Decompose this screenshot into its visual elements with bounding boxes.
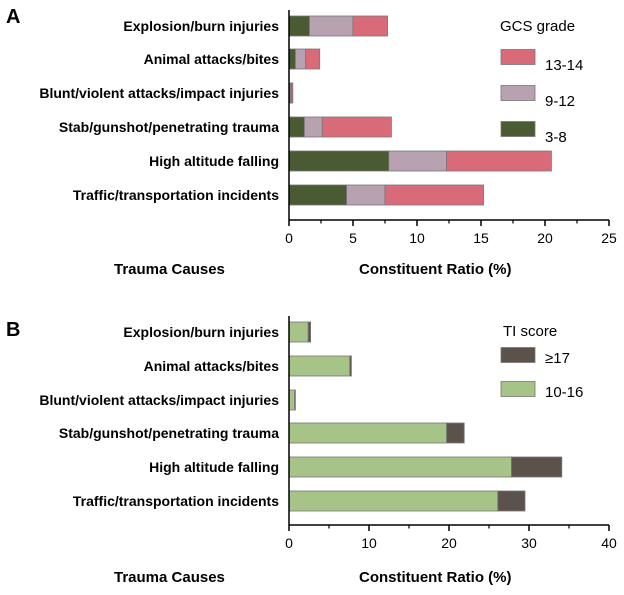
panel-a-category-label: Animal attacks/bites	[144, 51, 280, 67]
panel-b-category-label: Stab/gunshot/penetrating trauma	[59, 425, 279, 441]
panel-a-legend-title: GCS grade	[500, 18, 575, 35]
panel-a-bar-segment	[321, 116, 392, 138]
panel-a-x-axis-title: Constituent Ratio (%)	[359, 261, 511, 278]
panel-b-x-tick-label: 40	[601, 535, 617, 551]
panel-b-legend-label: ≥17	[545, 350, 570, 367]
panel-a-category-label: Traffic/transportation incidents	[73, 187, 279, 203]
panel-a-bar-segment	[309, 15, 354, 37]
panel-b-legend: TI score ≥17 10-16	[500, 323, 583, 401]
panel-a-x-tick-label: 0	[285, 230, 293, 246]
panel-b-category-label: Explosion/burn injuries	[123, 324, 279, 340]
panel-b-category-label: High altitude falling	[149, 459, 279, 475]
panel-a-bar-segment	[305, 48, 321, 70]
panel-a-legend-label: 13-14	[545, 57, 583, 74]
panel-b-bar-segment	[288, 321, 309, 343]
panel-a-legend-label: 3-8	[545, 129, 567, 146]
panel-b-x-tick-label: 10	[361, 535, 377, 551]
panel-b-x-ticks	[288, 525, 610, 531]
panel-b-category-label: Animal attacks/bites	[144, 358, 280, 374]
panel-a-x-tick-label: 25	[601, 230, 617, 246]
panel-b-x-tick-label: 20	[441, 535, 457, 551]
panel-a-x-tick-labels: 0 5 10 15 20 25	[285, 230, 617, 246]
panel-a-x-tick-label: 10	[409, 230, 425, 246]
panel-a-legend-swatch	[500, 121, 536, 137]
panel-b-legend-swatch	[500, 381, 536, 397]
panel-b-bar-segment	[446, 422, 465, 444]
panel-b-letter: B	[6, 319, 20, 341]
panel-b-bar-segment	[288, 389, 295, 411]
panel-a-bar-segment	[346, 184, 386, 206]
panel-b-bar-segment	[510, 456, 563, 478]
panel-a-x-ticks	[288, 220, 610, 226]
panel-a-x-tick-label: 20	[537, 230, 553, 246]
panel-b-x-tick-label: 0	[285, 535, 293, 551]
panel-a-bar-segment	[291, 82, 294, 104]
panel-a-y-axis-title: Trauma Causes	[114, 261, 225, 278]
panel-b-legend-swatch	[500, 347, 536, 363]
panel-a-legend-label: 9-12	[545, 93, 575, 110]
panel-b-legend-label: 10-16	[545, 384, 583, 401]
panel-a-legend-swatch	[500, 49, 536, 65]
panel-b-bar-segment	[307, 321, 312, 343]
panel-a-bar-segment	[303, 116, 323, 138]
panel-a-legend: GCS grade 13-14 9-12 3-8	[500, 18, 583, 146]
panel-a-x-tick-label: 5	[349, 230, 357, 246]
panel-a: A Explosion/burn injuries Animal attacks…	[6, 6, 617, 278]
panel-b-y-axis-title: Trauma Causes	[114, 569, 225, 586]
panel-a-bar-segment	[352, 15, 388, 37]
panel-a-category-label: Explosion/burn injuries	[123, 18, 279, 34]
panel-b-bar-segment	[349, 355, 352, 377]
panel-a-category-label: High altitude falling	[149, 153, 279, 169]
panel-a-category-label: Blunt/violent attacks/impact injuries	[39, 85, 279, 101]
panel-b-x-tick-label: 30	[521, 535, 537, 551]
panel-a-letter: A	[6, 6, 20, 28]
panel-b-bar-segment	[497, 490, 526, 512]
panel-b-bar-segment	[294, 389, 296, 411]
panel-a-bar-segment	[446, 150, 552, 172]
panel-a-bar-segment	[384, 184, 484, 206]
panel-a-bar-segment	[288, 150, 390, 172]
panel-a-bar-segment	[388, 150, 447, 172]
panel-a-bar-segment	[288, 15, 310, 37]
panel-b-bar-segment	[288, 422, 448, 444]
panel-a-bar-segment	[288, 184, 347, 206]
panel-a-bars	[288, 15, 552, 206]
panel-b-category-label: Traffic/transportation incidents	[73, 493, 279, 509]
panel-b-x-tick-labels: 0 10 20 30 40	[285, 535, 617, 551]
panel-b-bar-segment	[288, 490, 499, 512]
panel-b: B Explosion/burn injuries Animal attacks…	[6, 316, 617, 586]
panel-b-bar-segment	[288, 355, 351, 377]
panel-b-category-label: Blunt/violent attacks/impact injuries	[39, 392, 279, 408]
panel-a-legend-swatch	[500, 85, 536, 101]
panel-b-x-axis-title: Constituent Ratio (%)	[359, 569, 511, 586]
panel-a-bar-segment	[288, 116, 305, 138]
panel-a-bar-segment	[288, 48, 296, 70]
panel-b-legend-title: TI score	[503, 323, 557, 340]
panel-a-category-labels: Explosion/burn injuries Animal attacks/b…	[39, 18, 279, 203]
panel-a-bar-segment	[294, 48, 307, 70]
panel-b-category-labels: Explosion/burn injuries Animal attacks/b…	[39, 324, 279, 509]
panel-b-bar-segment	[288, 456, 512, 478]
panel-a-category-label: Stab/gunshot/penetrating trauma	[59, 119, 279, 135]
panel-a-x-tick-label: 15	[473, 230, 489, 246]
